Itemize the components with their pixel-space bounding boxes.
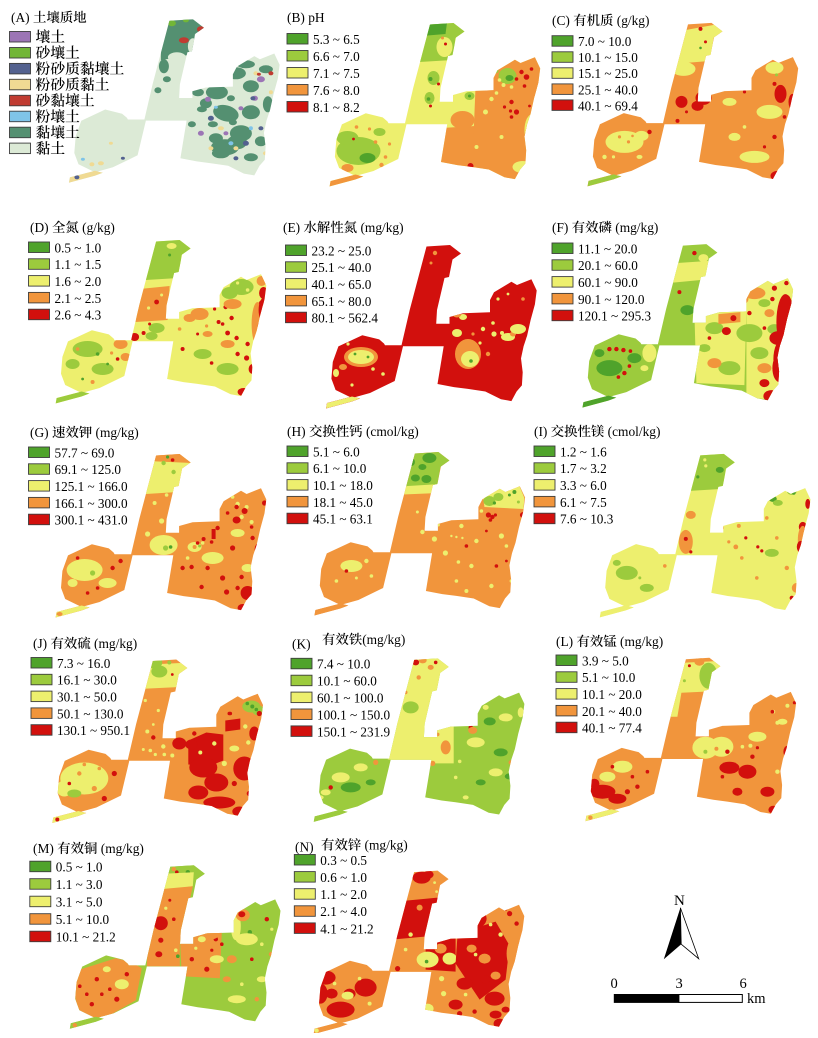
svg-text:6: 6	[740, 976, 747, 992]
svg-text:1.1 ~ 1.5: 1.1 ~ 1.5	[55, 257, 102, 272]
svg-text:7.4 ~ 10.0: 7.4 ~ 10.0	[317, 657, 371, 672]
svg-text:11.1 ~ 20.0: 11.1 ~ 20.0	[578, 241, 638, 256]
svg-text:20.1 ~ 60.0: 20.1 ~ 60.0	[578, 258, 638, 273]
svg-text:23.2 ~ 25.0: 23.2 ~ 25.0	[312, 243, 372, 258]
svg-text:15.1 ~ 25.0: 15.1 ~ 25.0	[578, 66, 638, 81]
svg-text:25.1 ~ 40.0: 25.1 ~ 40.0	[578, 82, 638, 97]
svg-text:150.1 ~ 231.9: 150.1 ~ 231.9	[317, 724, 390, 739]
svg-text:6.1 ~ 7.5: 6.1 ~ 7.5	[560, 495, 607, 510]
svg-text:(B) pH: (B) pH	[287, 10, 325, 25]
svg-text:(N): (N)	[295, 840, 314, 855]
svg-text:(mg/kg): (mg/kg)	[362, 632, 405, 647]
svg-text:N: N	[674, 893, 685, 909]
svg-text:5.1 ~ 10.0: 5.1 ~ 10.0	[582, 670, 636, 685]
svg-text:0.6 ~ 1.0: 0.6 ~ 1.0	[320, 870, 367, 885]
svg-text:km: km	[747, 991, 766, 1007]
svg-text:5.1 ~ 10.0: 5.1 ~ 10.0	[56, 912, 110, 927]
svg-text:2.1 ~ 4.0: 2.1 ~ 4.0	[320, 904, 367, 919]
svg-text:40.1 ~ 69.4: 40.1 ~ 69.4	[578, 98, 638, 113]
svg-text:40.1 ~ 65.0: 40.1 ~ 65.0	[312, 277, 372, 292]
svg-text:0.3 ~ 0.5: 0.3 ~ 0.5	[320, 853, 367, 868]
svg-text:2.1 ~ 2.5: 2.1 ~ 2.5	[55, 291, 102, 306]
svg-text:(I): (I)	[534, 424, 551, 439]
svg-text:8.1 ~ 8.2: 8.1 ~ 8.2	[313, 100, 360, 115]
svg-text:10.1 ~ 60.0: 10.1 ~ 60.0	[317, 674, 377, 689]
svg-text:4.1 ~ 21.2: 4.1 ~ 21.2	[320, 921, 373, 936]
svg-text:7.6 ~ 8.0: 7.6 ~ 8.0	[313, 83, 360, 98]
svg-text:90.1 ~ 120.0: 90.1 ~ 120.0	[578, 292, 645, 307]
svg-text:18.1 ~ 45.0: 18.1 ~ 45.0	[313, 495, 373, 510]
svg-text:(D): (D)	[30, 220, 52, 235]
svg-text:0.5 ~ 1.0: 0.5 ~ 1.0	[56, 860, 103, 875]
svg-text:3: 3	[676, 976, 683, 992]
svg-text:60.1 ~ 90.0: 60.1 ~ 90.0	[578, 275, 638, 290]
svg-text:3.1 ~ 5.0: 3.1 ~ 5.0	[56, 895, 103, 910]
svg-text:6.1 ~ 10.0: 6.1 ~ 10.0	[313, 461, 367, 476]
svg-text:57.7 ~ 69.0: 57.7 ~ 69.0	[55, 445, 115, 460]
svg-text:(H): (H)	[287, 424, 309, 439]
svg-text:(M): (M)	[33, 841, 57, 856]
svg-text:30.1 ~ 50.0: 30.1 ~ 50.0	[57, 690, 117, 705]
svg-text:1.2 ~ 1.6: 1.2 ~ 1.6	[560, 444, 607, 459]
svg-text:(K): (K)	[292, 637, 311, 652]
svg-text:(cmol/kg): (cmol/kg)	[363, 424, 419, 439]
svg-text:1.1 ~ 2.0: 1.1 ~ 2.0	[320, 887, 367, 902]
svg-text:(mg/kg): (mg/kg)	[612, 220, 659, 235]
svg-text:10.1 ~ 15.0: 10.1 ~ 15.0	[578, 50, 638, 65]
svg-text:10.1 ~ 20.0: 10.1 ~ 20.0	[582, 687, 642, 702]
svg-text:(A): (A)	[11, 10, 33, 25]
svg-text:125.1 ~ 166.0: 125.1 ~ 166.0	[55, 479, 128, 494]
svg-text:(g/kg): (g/kg)	[613, 13, 649, 28]
svg-text:50.1 ~ 130.0: 50.1 ~ 130.0	[57, 706, 124, 721]
svg-text:0: 0	[611, 976, 618, 992]
svg-text:0.5 ~ 1.0: 0.5 ~ 1.0	[55, 240, 102, 255]
svg-text:(F): (F)	[552, 220, 572, 235]
svg-text:(mg/kg): (mg/kg)	[361, 838, 408, 853]
svg-text:(g/kg): (g/kg)	[79, 220, 115, 235]
svg-text:7.6 ~ 10.3: 7.6 ~ 10.3	[560, 512, 614, 527]
svg-text:120.1 ~ 295.3: 120.1 ~ 295.3	[578, 309, 651, 324]
svg-text:65.1 ~ 80.0: 65.1 ~ 80.0	[312, 294, 372, 309]
svg-text:1.6 ~ 2.0: 1.6 ~ 2.0	[55, 274, 102, 289]
svg-text:(G): (G)	[30, 425, 52, 440]
svg-text:(mg/kg): (mg/kg)	[97, 841, 143, 856]
svg-text:25.1 ~ 40.0: 25.1 ~ 40.0	[312, 260, 372, 275]
svg-text:130.1 ~ 950.1: 130.1 ~ 950.1	[57, 723, 130, 738]
svg-text:6.6 ~ 7.0: 6.6 ~ 7.0	[313, 49, 360, 64]
svg-text:100.1 ~ 150.0: 100.1 ~ 150.0	[317, 707, 390, 722]
svg-text:45.1 ~ 63.1: 45.1 ~ 63.1	[313, 512, 373, 527]
svg-text:166.1 ~ 300.0: 166.1 ~ 300.0	[55, 496, 128, 511]
svg-text:7.0 ~ 10.0: 7.0 ~ 10.0	[578, 34, 632, 49]
svg-text:(L): (L)	[556, 634, 576, 649]
svg-text:3.9 ~ 5.0: 3.9 ~ 5.0	[582, 653, 629, 668]
svg-text:69.1 ~ 125.0: 69.1 ~ 125.0	[55, 462, 122, 477]
svg-text:2.6 ~ 4.3: 2.6 ~ 4.3	[55, 308, 102, 323]
svg-text:20.1 ~ 40.0: 20.1 ~ 40.0	[582, 704, 642, 719]
svg-text:(C): (C)	[552, 13, 573, 28]
svg-text:80.1 ~ 562.4: 80.1 ~ 562.4	[312, 311, 379, 326]
svg-text:7.3 ~ 16.0: 7.3 ~ 16.0	[57, 656, 111, 671]
svg-text:1.7 ~ 3.2: 1.7 ~ 3.2	[560, 461, 607, 476]
svg-text:(mg/kg): (mg/kg)	[92, 425, 139, 440]
svg-text:(mg/kg): (mg/kg)	[357, 220, 404, 235]
svg-text:5.1 ~ 6.0: 5.1 ~ 6.0	[313, 444, 360, 459]
svg-text:3.3 ~ 6.0: 3.3 ~ 6.0	[560, 478, 607, 493]
svg-text:7.1 ~ 7.5: 7.1 ~ 7.5	[313, 66, 360, 81]
svg-text:5.3 ~ 6.5: 5.3 ~ 6.5	[313, 32, 360, 47]
svg-text:(J): (J)	[33, 636, 50, 651]
svg-text:(E): (E)	[283, 220, 303, 235]
svg-text:10.1 ~ 18.0: 10.1 ~ 18.0	[313, 478, 373, 493]
svg-text:300.1 ~ 431.0: 300.1 ~ 431.0	[55, 513, 128, 528]
svg-text:1.1 ~ 3.0: 1.1 ~ 3.0	[56, 877, 103, 892]
svg-text:(cmol/kg): (cmol/kg)	[604, 424, 660, 439]
svg-text:60.1 ~ 100.0: 60.1 ~ 100.0	[317, 691, 384, 706]
svg-text:(mg/kg): (mg/kg)	[91, 636, 138, 651]
svg-text:16.1 ~ 30.0: 16.1 ~ 30.0	[57, 673, 117, 688]
svg-text:10.1 ~ 21.2: 10.1 ~ 21.2	[56, 930, 116, 945]
svg-text:40.1 ~ 77.4: 40.1 ~ 77.4	[582, 721, 642, 736]
svg-text:(mg/kg): (mg/kg)	[617, 634, 664, 649]
